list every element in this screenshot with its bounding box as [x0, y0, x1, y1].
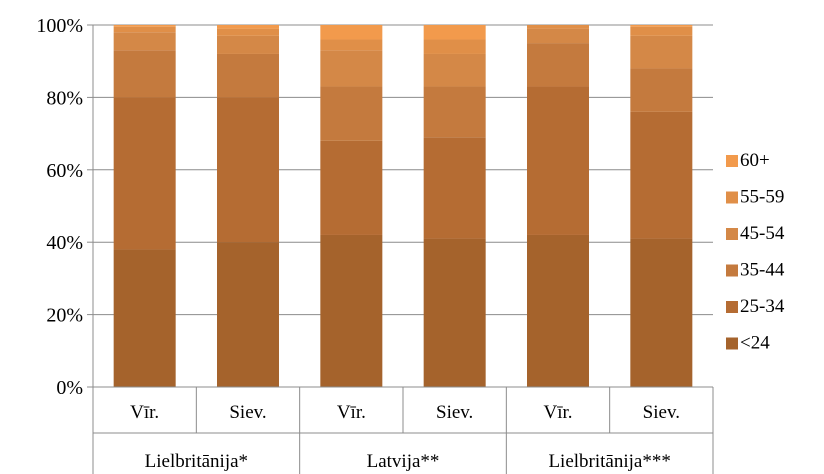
- legend-label: <24: [740, 333, 770, 354]
- y-tick-label: 80%: [46, 87, 83, 109]
- x-tick-label: Vīr.: [543, 402, 572, 423]
- bar-segment: [527, 28, 589, 44]
- y-tick-label: 20%: [46, 305, 83, 327]
- bar-segment: [320, 86, 383, 141]
- bars: [113, 25, 693, 387]
- legend-swatch: [726, 155, 738, 167]
- bar-segment: [630, 35, 693, 69]
- legend-swatch: [726, 264, 738, 277]
- bar-segment: [113, 25, 176, 27]
- bar-segment: [423, 238, 486, 387]
- bar-segment: [217, 28, 279, 36]
- bar-segment: [113, 97, 176, 250]
- bar-segment: [113, 249, 176, 387]
- bar-segment: [113, 32, 176, 51]
- legend-swatch: [726, 301, 738, 313]
- bar-segment: [320, 234, 383, 387]
- legend-label: 25-34: [740, 296, 785, 317]
- legend-swatch: [726, 191, 738, 204]
- bar-segment: [630, 238, 693, 387]
- bar-segment: [423, 86, 486, 138]
- legend-label: 60+: [740, 150, 770, 171]
- bar-segment: [113, 50, 176, 98]
- legend-label: 45-54: [740, 223, 785, 244]
- bar-segment: [217, 53, 279, 98]
- bar-segment: [527, 86, 589, 235]
- bar-segment: [423, 39, 486, 54]
- bar-segment: [320, 140, 383, 235]
- bar-segment: [527, 25, 589, 29]
- bar-segment: [217, 35, 279, 54]
- x-tick-label: Siev.: [436, 402, 473, 423]
- bar-segment: [630, 111, 693, 239]
- legend-swatch: [726, 228, 738, 240]
- axes: 0% 20% 40% 60% 80% 100% Vīr. Siev. Vīr. Siev. Vīr.…: [36, 15, 714, 474]
- bar-segment: [320, 25, 383, 40]
- y-tick-label: 0%: [56, 377, 83, 399]
- legend-label: 55-59: [740, 187, 784, 208]
- legend-label: 35-44: [740, 260, 785, 281]
- x-tick-label: Vīr.: [130, 402, 159, 423]
- bar-segment: [527, 234, 589, 387]
- x-tick-label: Siev.: [229, 402, 266, 423]
- legend-swatch: [726, 337, 738, 350]
- bar-segment: [630, 68, 693, 112]
- bar-segment: [423, 137, 486, 239]
- group-label: Latvija**: [367, 451, 440, 472]
- x-tick-label: Siev.: [643, 402, 680, 423]
- y-tick-label: 100%: [36, 15, 83, 37]
- x-tick-label: Vīr.: [337, 402, 366, 423]
- y-tick-label: 40%: [46, 232, 83, 254]
- bar-segment: [320, 39, 383, 51]
- bar-segment: [630, 25, 693, 27]
- legend: 60+ 55-59 45-54 35-44 25-34 <24: [726, 150, 785, 354]
- bar-segment: [320, 50, 383, 87]
- bar-segment: [527, 43, 589, 87]
- bar-segment: [423, 53, 486, 87]
- y-tick-label: 60%: [46, 160, 83, 182]
- group-label: Lielbritānija***: [548, 451, 670, 472]
- bar-segment: [217, 25, 279, 29]
- bar-segment: [217, 97, 279, 243]
- bar-segment: [217, 242, 279, 387]
- gridlines: [93, 24, 713, 388]
- bar-segment: [630, 26, 693, 36]
- bar-segment: [423, 25, 486, 40]
- group-label: Lielbritānija*: [145, 451, 248, 472]
- bar-segment: [113, 26, 176, 33]
